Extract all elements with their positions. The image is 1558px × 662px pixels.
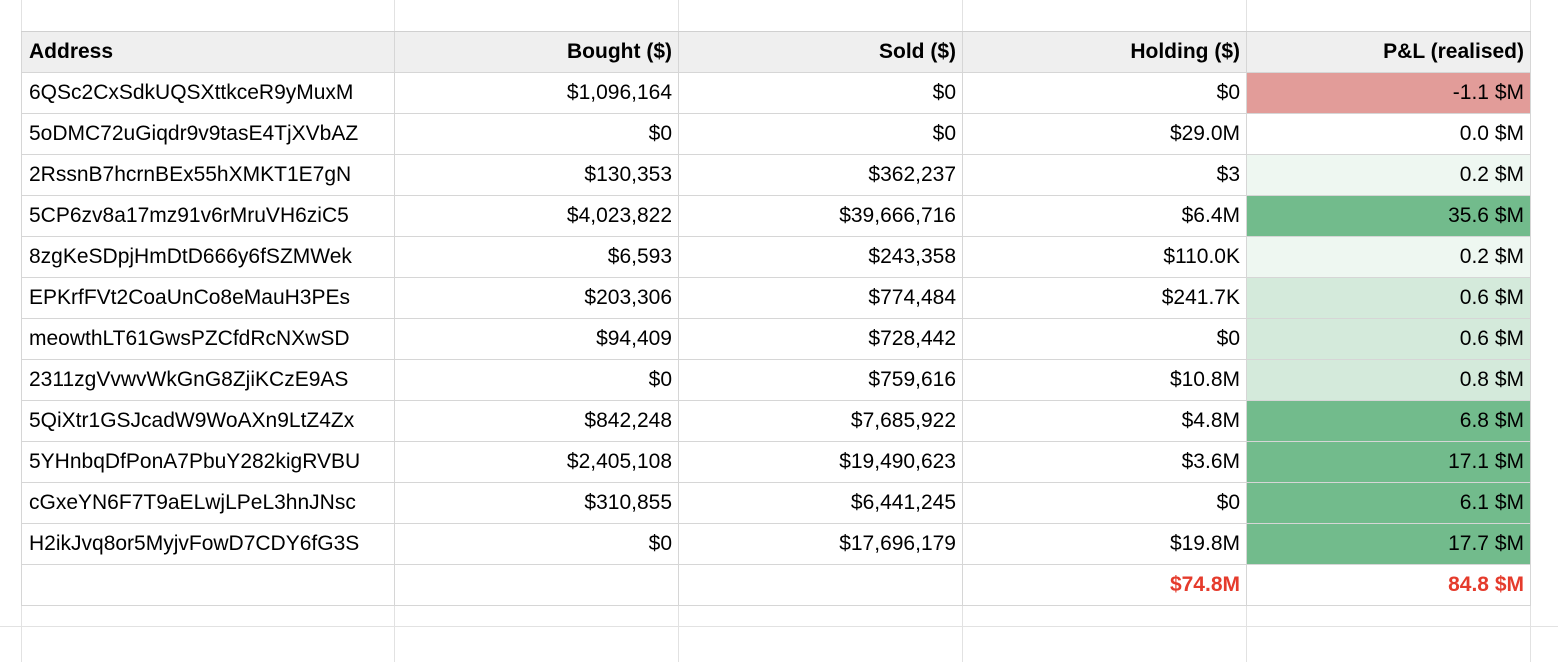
cell-sold[interactable]: $728,442 — [679, 319, 963, 360]
cell-sold[interactable]: $243,358 — [679, 237, 963, 278]
cell-holding[interactable]: $29.0M — [963, 114, 1247, 155]
cell-address[interactable]: cGxeYN6F7T9aELwjLPeL3hnJNsc — [21, 483, 395, 524]
cell-pnl[interactable]: 6.8 $M — [1247, 401, 1531, 442]
cell-sold[interactable]: $17,696,179 — [679, 524, 963, 565]
cell-holding[interactable]: $10.8M — [963, 360, 1247, 401]
cell-bought[interactable]: $4,023,822 — [395, 196, 679, 237]
cell-address[interactable]: meowthLT61GwsPZCfdRcNXwSD — [21, 319, 395, 360]
cell-holding[interactable]: $241.7K — [963, 278, 1247, 319]
cell-holding[interactable]: $0 — [963, 73, 1247, 114]
cell-holding[interactable]: $3 — [963, 155, 1247, 196]
cell-pnl[interactable]: 17.7 $M — [1247, 524, 1531, 565]
row-gridline — [0, 626, 1558, 627]
cell-sold[interactable]: $39,666,716 — [679, 196, 963, 237]
cell-sold[interactable]: $19,490,623 — [679, 442, 963, 483]
header-pnl[interactable]: P&L (realised) — [1247, 32, 1531, 73]
cell-holding[interactable]: $6.4M — [963, 196, 1247, 237]
cell-bought[interactable]: $310,855 — [395, 483, 679, 524]
cell-address[interactable]: 5oDMC72uGiqdr9v9tasE4TjXVbAZ — [21, 114, 395, 155]
cell-bought[interactable]: $203,306 — [395, 278, 679, 319]
total-row-empty-cell[interactable] — [395, 565, 679, 606]
cell-holding[interactable]: $0 — [963, 483, 1247, 524]
cell-bought[interactable]: $2,405,108 — [395, 442, 679, 483]
data-table: Address Bought ($) Sold ($) Holding ($) … — [21, 31, 1531, 606]
cell-holding[interactable]: $19.8M — [963, 524, 1247, 565]
cell-pnl[interactable]: 0.6 $M — [1247, 319, 1531, 360]
total-holding[interactable]: $74.8M — [963, 565, 1247, 606]
cell-address[interactable]: 2311zgVvwvWkGnG8ZjiKCzE9AS — [21, 360, 395, 401]
cell-pnl[interactable]: 0.2 $M — [1247, 155, 1531, 196]
cell-bought[interactable]: $1,096,164 — [395, 73, 679, 114]
cell-holding[interactable]: $3.6M — [963, 442, 1247, 483]
cell-address[interactable]: EPKrfFVt2CoaUnCo8eMauH3PEs — [21, 278, 395, 319]
cell-address[interactable]: 5QiXtr1GSJcadW9WoAXn9LtZ4Zx — [21, 401, 395, 442]
total-pnl[interactable]: 84.8 $M — [1247, 565, 1531, 606]
cell-sold[interactable]: $0 — [679, 114, 963, 155]
cell-bought[interactable]: $842,248 — [395, 401, 679, 442]
total-row-empty-cell[interactable] — [679, 565, 963, 606]
cell-address[interactable]: 5CP6zv8a17mz91v6rMruVH6ziC5 — [21, 196, 395, 237]
cell-holding[interactable]: $0 — [963, 319, 1247, 360]
cell-pnl[interactable]: 0.6 $M — [1247, 278, 1531, 319]
header-holding[interactable]: Holding ($) — [963, 32, 1247, 73]
cell-pnl[interactable]: 0.0 $M — [1247, 114, 1531, 155]
cell-holding[interactable]: $4.8M — [963, 401, 1247, 442]
cell-bought[interactable]: $6,593 — [395, 237, 679, 278]
cell-sold[interactable]: $774,484 — [679, 278, 963, 319]
cell-sold[interactable]: $6,441,245 — [679, 483, 963, 524]
cell-sold[interactable]: $7,685,922 — [679, 401, 963, 442]
cell-holding[interactable]: $110.0K — [963, 237, 1247, 278]
total-row-empty-cell[interactable] — [21, 565, 395, 606]
cell-sold[interactable]: $362,237 — [679, 155, 963, 196]
cell-bought[interactable]: $130,353 — [395, 155, 679, 196]
cell-bought[interactable]: $0 — [395, 114, 679, 155]
cell-pnl[interactable]: 17.1 $M — [1247, 442, 1531, 483]
cell-bought[interactable]: $0 — [395, 524, 679, 565]
cell-sold[interactable]: $0 — [679, 73, 963, 114]
cell-address[interactable]: 6QSc2CxSdkUQSXttkceR9yMuxM — [21, 73, 395, 114]
cell-sold[interactable]: $759,616 — [679, 360, 963, 401]
cell-pnl[interactable]: 6.1 $M — [1247, 483, 1531, 524]
cell-bought[interactable]: $0 — [395, 360, 679, 401]
cell-address[interactable]: H2ikJvq8or5MyjvFowD7CDY6fG3S — [21, 524, 395, 565]
cell-address[interactable]: 5YHnbqDfPonA7PbuY282kigRVBU — [21, 442, 395, 483]
header-sold[interactable]: Sold ($) — [679, 32, 963, 73]
header-bought[interactable]: Bought ($) — [395, 32, 679, 73]
cell-pnl[interactable]: -1.1 $M — [1247, 73, 1531, 114]
cell-pnl[interactable]: 0.2 $M — [1247, 237, 1531, 278]
cell-pnl[interactable]: 0.8 $M — [1247, 360, 1531, 401]
cell-address[interactable]: 8zgKeSDpjHmDtD666y6fSZMWek — [21, 237, 395, 278]
cell-address[interactable]: 2RssnB7hcrnBEx55hXMKT1E7gN — [21, 155, 395, 196]
header-address[interactable]: Address — [21, 32, 395, 73]
cell-bought[interactable]: $94,409 — [395, 319, 679, 360]
cell-pnl[interactable]: 35.6 $M — [1247, 196, 1531, 237]
